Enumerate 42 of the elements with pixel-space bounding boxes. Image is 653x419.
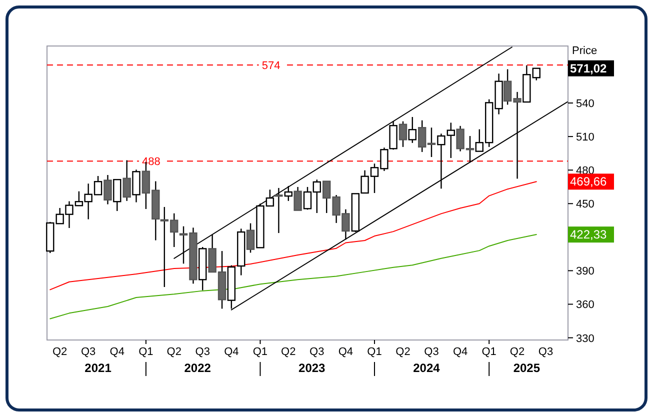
x-tick-label: Q1	[482, 346, 496, 358]
ref-line-label: 574	[262, 60, 280, 72]
x-tick-label: Q3	[195, 346, 210, 358]
y-tick-label: 510	[576, 132, 594, 144]
y-tick-label: 330	[576, 332, 594, 345]
candlestick	[389, 120, 398, 150]
line-series	[50, 181, 537, 290]
x-tick-label: Q2	[52, 346, 68, 358]
y-tick-label: 360	[576, 299, 594, 312]
x-tick-label: Q3	[80, 346, 96, 358]
x-tick-label: Q4	[338, 346, 354, 358]
line-series	[50, 234, 537, 320]
ref-line-label: 488	[142, 156, 160, 168]
x-tick-label: Q1	[138, 346, 154, 358]
x-tick-label: Q1	[252, 346, 268, 358]
x-tick-label: Q3	[310, 346, 324, 358]
x-tick-label: Q3	[424, 346, 439, 358]
x-tick-label: Q1	[367, 346, 382, 358]
x-tick-label: Q3	[538, 346, 554, 358]
x-tick-label: Q4	[452, 346, 468, 358]
x2-tick-label: 2024	[413, 361, 440, 375]
x2-tick-label: 2025	[513, 361, 540, 375]
y-tick-label: 390	[576, 266, 594, 278]
x2-tick-label: 2022	[184, 361, 212, 375]
x-tick-label: Q2	[281, 346, 296, 358]
y-tick-label: 540	[576, 98, 594, 110]
candlestick	[284, 185, 292, 202]
annotation: 422,33	[570, 228, 608, 242]
y-tick-label: 450	[576, 198, 594, 211]
x2-tick-label: 2021	[84, 361, 112, 375]
x-tick-label: Q4	[110, 346, 124, 358]
x-tick-label: Q4	[224, 346, 239, 358]
x-tick-label: Q2	[396, 346, 410, 358]
x-tick-label: Q2	[510, 346, 525, 358]
candlestick	[113, 178, 122, 212]
annotation: 469,66	[570, 174, 608, 189]
x-tick-label: Q2	[166, 346, 182, 358]
y-axis-title: Price	[572, 45, 598, 57]
annotation: 571,02	[570, 61, 608, 76]
candlestick	[408, 116, 416, 144]
x2-tick-label: 2023	[298, 361, 326, 375]
candlestick	[132, 169, 140, 203]
